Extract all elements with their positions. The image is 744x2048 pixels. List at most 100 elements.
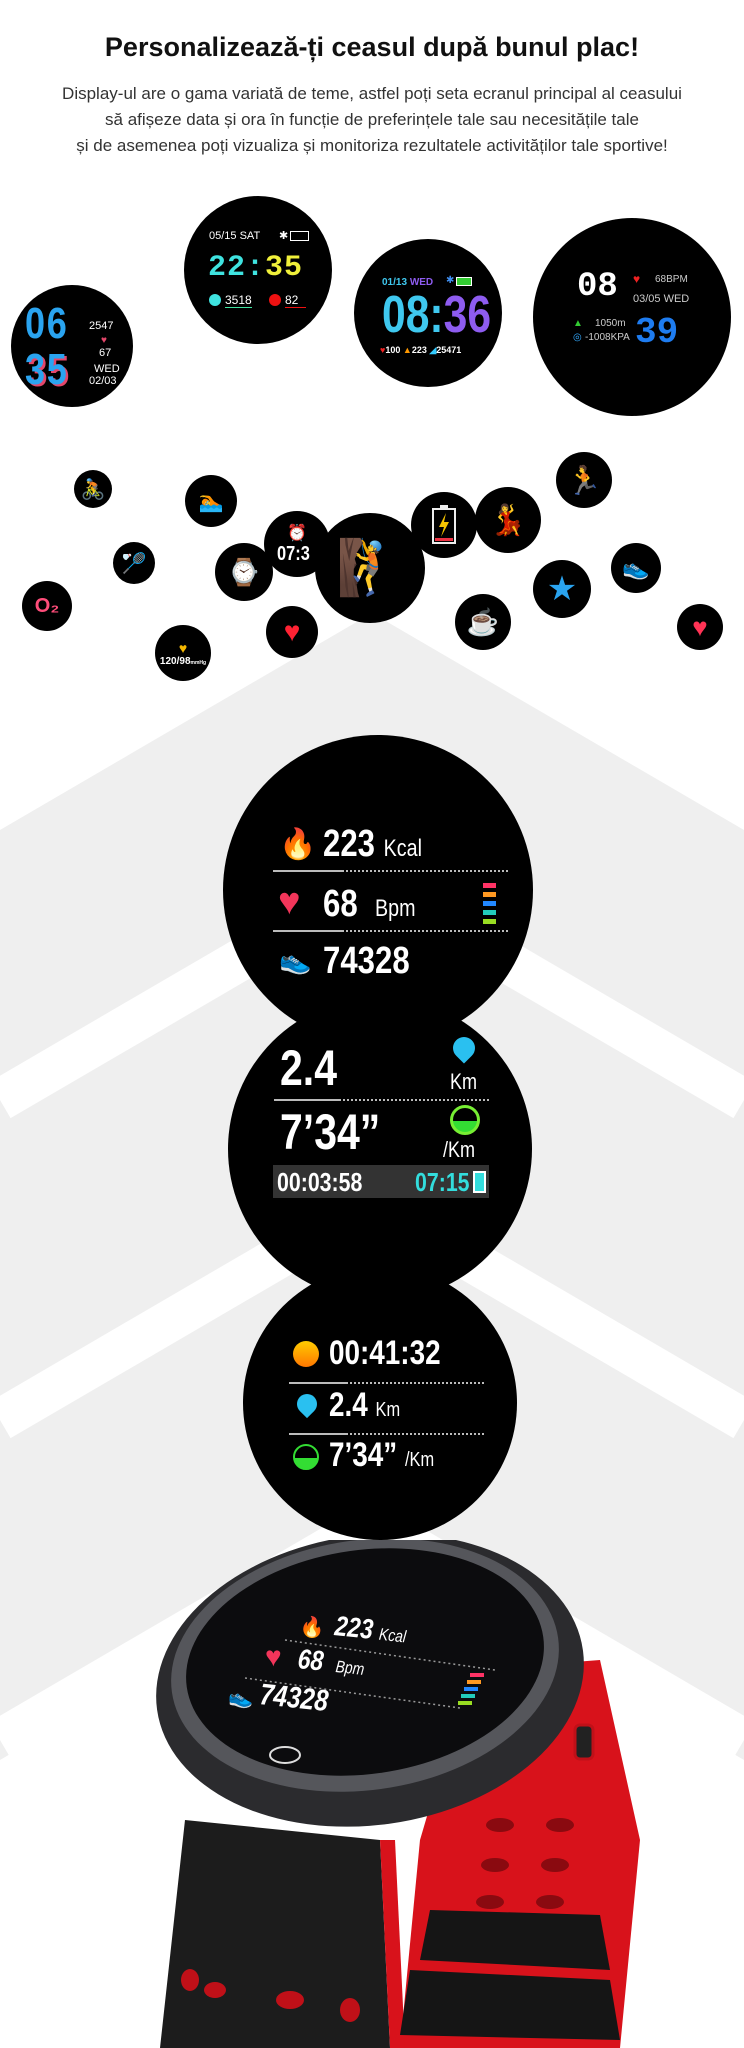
face2-hour: 22 bbox=[208, 251, 247, 285]
zone-bar bbox=[464, 1687, 478, 1691]
face2-heart: 82 bbox=[285, 293, 307, 308]
watch-steps-value: 74328 bbox=[258, 1678, 330, 1719]
heart-icon: ♥ bbox=[101, 335, 107, 346]
battery-icon bbox=[290, 231, 309, 241]
face1-hour: 06 bbox=[25, 299, 69, 348]
face1-steps: 2547 bbox=[89, 320, 114, 332]
distance-value: 2.4 bbox=[329, 1386, 368, 1424]
face3-day: WED bbox=[409, 277, 434, 288]
separator bbox=[274, 1099, 489, 1101]
battery-icon bbox=[456, 277, 472, 286]
bluetooth-icon: ✱ bbox=[446, 275, 455, 286]
face4-altitude: 1050m bbox=[595, 318, 626, 329]
watch-bpm-value: 68 bbox=[296, 1643, 326, 1677]
oxygen-icon: O₂ bbox=[22, 581, 72, 631]
heart-icon: ♥ bbox=[633, 272, 641, 286]
kcal-unit: Kcal bbox=[383, 835, 422, 862]
watch-face-3: 01/13 WED ✱ 08:36 ♥100 ▲223 ◢25471 bbox=[354, 239, 502, 387]
face4-minute: 39 bbox=[635, 312, 679, 353]
page-title: Personalizează-ți ceasul după bunul plac… bbox=[104, 32, 640, 62]
blood-pressure-unit: mmHg bbox=[190, 659, 207, 666]
face4-pressure: -1008KPA bbox=[585, 332, 630, 343]
zone-bar bbox=[483, 910, 496, 915]
bluetooth-icon: ✱ bbox=[279, 230, 289, 242]
alarm-clock-icon: ⏰ bbox=[287, 524, 307, 542]
blood-pressure-icon: ♥ 120/98mmHg bbox=[155, 625, 211, 681]
cycling-icon: 🚴 bbox=[74, 470, 112, 508]
watch-kcal-unit: Kcal bbox=[378, 1624, 408, 1647]
face4-heart: 68BPM bbox=[655, 274, 688, 285]
face2-minute: 35 bbox=[265, 251, 304, 285]
zone-bar bbox=[483, 892, 496, 897]
status-bar: 00:03:58 07:15 bbox=[273, 1165, 489, 1198]
heart-plus-icon: ♥ bbox=[677, 604, 723, 650]
battery-charging-icon bbox=[411, 492, 477, 558]
workout-display: 00:41:32 2.4 Km 7’34” /Km bbox=[243, 1266, 517, 1540]
face3-steps: 25471 bbox=[436, 345, 462, 355]
watch-bpm-unit: Bpm bbox=[334, 1657, 366, 1679]
kcal-value: 223 bbox=[323, 823, 375, 865]
face1-date: 02/03 bbox=[89, 375, 117, 387]
fire-icon: 🔥 bbox=[298, 1615, 326, 1641]
bpm-unit: Bpm bbox=[374, 895, 416, 922]
heart-icon: ♥ bbox=[265, 1641, 282, 1672]
pace-value: 7’34” bbox=[280, 1104, 381, 1160]
alarm-icon: ⏰ 07:3 bbox=[264, 511, 330, 577]
shoe-icon: 👟 bbox=[228, 1687, 253, 1709]
zone-bar bbox=[467, 1680, 481, 1684]
face4-date: 03/05 WED bbox=[633, 293, 690, 305]
heart-rate-icon: ♥ bbox=[266, 606, 318, 658]
hiking-icon: 🧗 bbox=[315, 513, 425, 623]
smartwatch-icon: ⌚ bbox=[215, 543, 273, 601]
pace-value: 7’34” bbox=[329, 1436, 398, 1474]
swimming-icon: 🏊 bbox=[185, 475, 237, 527]
heart-icon bbox=[269, 294, 281, 306]
product-watch-photo: 🔥 223 Kcal ♥ 68 Bpm 👟 74328 bbox=[0, 1540, 744, 2048]
pace-unit: /Km bbox=[443, 1137, 476, 1162]
pace-unit: /Km bbox=[404, 1449, 435, 1471]
bpm-value: 68 bbox=[323, 883, 358, 925]
separator bbox=[289, 1433, 484, 1435]
dance-icon: 💃 bbox=[475, 487, 541, 553]
face2-date: 05/15 SAT bbox=[209, 230, 261, 242]
location-pin-icon bbox=[448, 1032, 480, 1064]
distance-unit: Km bbox=[375, 1399, 401, 1421]
face1-minute: 35 bbox=[25, 345, 69, 394]
face3-kcal: 223 bbox=[411, 345, 427, 355]
zone-bar bbox=[461, 1694, 475, 1698]
face1-heart: 67 bbox=[99, 347, 112, 359]
fire-icon: 🔥 bbox=[279, 828, 317, 861]
shoe-icon: 👟 bbox=[279, 945, 312, 975]
face1-day: WED bbox=[94, 363, 120, 375]
distance-unit: Km bbox=[450, 1069, 478, 1094]
activity-summary-display: 🔥 223 Kcal ♥ 68 Bpm 👟 74328 bbox=[223, 735, 533, 1045]
steps-icon bbox=[209, 294, 221, 306]
speedometer-icon bbox=[450, 1105, 480, 1135]
mountain-icon: ▲ bbox=[573, 318, 583, 329]
watch-face-4: 08 ♥ 68BPM 03/05 WED ▲ 1050m ◎ -1008KPA … bbox=[533, 218, 731, 416]
separator bbox=[289, 1382, 484, 1384]
face2-steps: 3518 bbox=[225, 293, 252, 308]
zone-bar bbox=[458, 1701, 472, 1705]
watch-face-2: 05/15 SAT ✱ 22:35 3518 82 bbox=[184, 196, 332, 344]
alarm-time: 07:3 bbox=[276, 542, 310, 565]
zone-bar bbox=[470, 1673, 484, 1677]
star-icon: ★ bbox=[533, 560, 591, 618]
face3-hour: 08 bbox=[382, 286, 430, 344]
separator bbox=[273, 930, 508, 932]
running-display: 2.4 Km 7’34” /Km 00:03:58 07:15 bbox=[228, 997, 532, 1301]
badminton-icon: 🏸 bbox=[113, 542, 155, 584]
heart-icon: ♥ bbox=[380, 345, 386, 355]
shoe-icon: ◢ bbox=[429, 345, 437, 355]
zone-bar bbox=[483, 901, 496, 906]
separator bbox=[273, 870, 508, 872]
face4-hour: 08 bbox=[577, 268, 618, 306]
steps-value: 74328 bbox=[323, 940, 410, 982]
fire-icon: ▲ bbox=[402, 345, 412, 355]
subtitle-line-2: să afișeze data și ora în funcție de pre… bbox=[105, 110, 639, 129]
face3-date: 01/13 bbox=[382, 277, 408, 288]
heart-icon: ♥ bbox=[278, 881, 301, 923]
clock-time: 07:15 bbox=[415, 1167, 470, 1197]
running-icon: 🏃 bbox=[556, 452, 612, 508]
distance-value: 2.4 bbox=[280, 1040, 338, 1096]
